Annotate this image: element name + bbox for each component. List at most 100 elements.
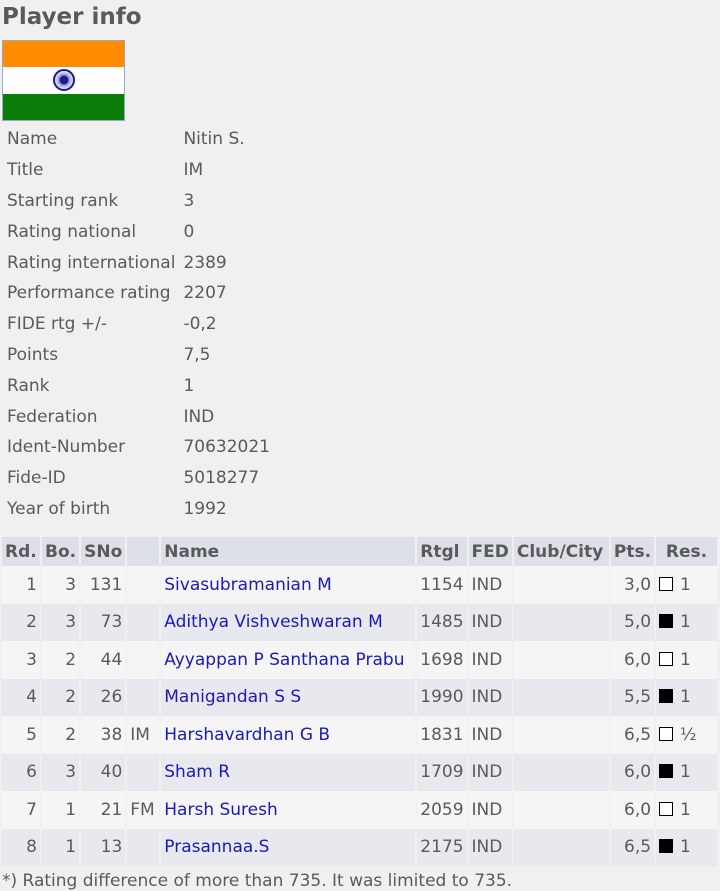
federation-cell: IND xyxy=(468,641,512,679)
info-value: 1 xyxy=(183,375,195,396)
round-cell: 1 xyxy=(2,566,40,604)
info-label: Starting rank xyxy=(7,190,119,211)
federation-cell: IND xyxy=(468,716,512,754)
column-header: Res. xyxy=(656,537,717,566)
info-label: FIDE rtg +/- xyxy=(7,314,107,335)
column-header: Name xyxy=(161,537,416,566)
title-cell xyxy=(127,641,160,679)
info-row: Fide-ID 5018277 xyxy=(0,463,270,494)
opponent-link[interactable]: Prasannaa.S xyxy=(164,837,270,858)
club-cell xyxy=(513,566,609,604)
rating-cell: 2059 xyxy=(417,791,467,829)
board-cell: 2 xyxy=(42,716,80,754)
result-cell: 1 xyxy=(656,753,717,791)
opponent-link[interactable]: Ayyappan P Santhana Prabu xyxy=(164,649,405,670)
info-value: Nitin S. xyxy=(183,129,245,150)
rating-cell: 1698 xyxy=(417,641,467,679)
black-piece-icon xyxy=(659,689,674,704)
column-header: Club/City xyxy=(513,537,609,566)
opponent-link[interactable]: Manigandan S S xyxy=(164,687,302,708)
round-cell: 8 xyxy=(2,828,40,866)
white-piece-icon xyxy=(659,726,674,741)
info-row: Name Nitin S. xyxy=(0,124,270,155)
result-cell: 1 xyxy=(656,641,717,679)
rating-cell: 1831 xyxy=(417,716,467,754)
start-number-cell: 44 xyxy=(81,641,126,679)
board-cell: 3 xyxy=(42,603,80,641)
column-header: Pts. xyxy=(610,537,655,566)
points-cell: 6,0 xyxy=(610,791,655,829)
info-row: Rating national 0 xyxy=(0,216,270,247)
club-cell xyxy=(513,828,609,866)
start-number-cell: 13 xyxy=(81,828,126,866)
info-label: Ident-Number xyxy=(7,437,126,458)
info-value: 7,5 xyxy=(183,344,211,365)
info-row: Starting rank 3 xyxy=(0,186,270,217)
info-row: Title IM xyxy=(0,155,270,186)
club-cell xyxy=(513,716,609,754)
start-number-cell: 26 xyxy=(81,678,126,716)
federation-cell: IND xyxy=(468,678,512,716)
result-cell: 1 xyxy=(656,603,717,641)
opponent-link[interactable]: Harsh Suresh xyxy=(164,799,278,820)
result-value: 1 xyxy=(680,799,691,820)
result-cell: ½ xyxy=(656,716,717,754)
info-row: Performance rating 2207 xyxy=(0,278,270,309)
rating-cell: 1485 xyxy=(417,603,467,641)
info-row: Federation IND xyxy=(0,401,270,432)
info-value: IND xyxy=(183,406,215,427)
opponent-link[interactable]: Harshavardhan G B xyxy=(164,724,331,745)
round-cell: 5 xyxy=(2,716,40,754)
info-value: 5018277 xyxy=(183,468,260,489)
start-number-cell: 40 xyxy=(81,753,126,791)
white-piece-icon xyxy=(659,801,674,816)
points-cell: 3,0 xyxy=(610,566,655,604)
title-cell xyxy=(127,753,160,791)
info-value: 0 xyxy=(183,221,195,242)
round-cell: 7 xyxy=(2,791,40,829)
rating-cell: 2175 xyxy=(417,828,467,866)
info-row: Ident-Number 70632021 xyxy=(0,432,270,463)
points-cell: 5,0 xyxy=(610,603,655,641)
column-header: Rd. xyxy=(2,537,40,566)
rating-cell: 1990 xyxy=(417,678,467,716)
round-cell: 2 xyxy=(2,603,40,641)
india-flag-icon xyxy=(2,40,125,121)
board-cell: 3 xyxy=(42,566,80,604)
black-piece-icon xyxy=(659,764,674,779)
info-value: 1992 xyxy=(183,498,227,519)
federation-cell: IND xyxy=(468,791,512,829)
opponent-link[interactable]: Sham R xyxy=(164,762,231,783)
info-value: -0,2 xyxy=(183,314,217,335)
federation-cell: IND xyxy=(468,828,512,866)
federation-cell: IND xyxy=(468,753,512,791)
title-cell xyxy=(127,828,160,866)
page-title: Player info xyxy=(2,4,142,30)
info-row: Rating international 2389 xyxy=(0,247,270,278)
info-label: Name xyxy=(7,129,58,150)
opponent-link[interactable]: Adithya Vishveshwaran M xyxy=(164,612,383,633)
start-number-cell: 73 xyxy=(81,603,126,641)
white-piece-icon xyxy=(659,576,674,591)
info-label: Points xyxy=(7,344,59,365)
table-row: 4 2 26 Manigandan S S 1990 IND 5,5 1 xyxy=(2,678,717,716)
start-number-cell: 38 xyxy=(81,716,126,754)
results-table: Rd. Bo. SNo Name Rtgl FED Club/City Pts. Res. 1 3… xyxy=(0,537,719,866)
club-cell xyxy=(513,641,609,679)
opponent-link[interactable]: Sivasubramanian M xyxy=(164,574,332,595)
federation-cell: IND xyxy=(468,603,512,641)
column-header xyxy=(127,537,160,566)
ashoka-chakra-icon xyxy=(52,69,75,92)
points-cell: 6,5 xyxy=(610,828,655,866)
result-cell: 1 xyxy=(656,791,717,829)
table-row: 1 3 131 Sivasubramanian M 1154 IND 3,0 1 xyxy=(2,566,717,604)
board-cell: 2 xyxy=(42,641,80,679)
title-cell: IM xyxy=(127,716,160,754)
column-header: Rtgl xyxy=(417,537,467,566)
info-value: 70632021 xyxy=(183,437,270,458)
info-label: Rating international xyxy=(7,252,176,273)
white-piece-icon xyxy=(659,651,674,666)
info-value: 2207 xyxy=(183,283,227,304)
title-cell: FM xyxy=(127,791,160,829)
title-cell xyxy=(127,678,160,716)
